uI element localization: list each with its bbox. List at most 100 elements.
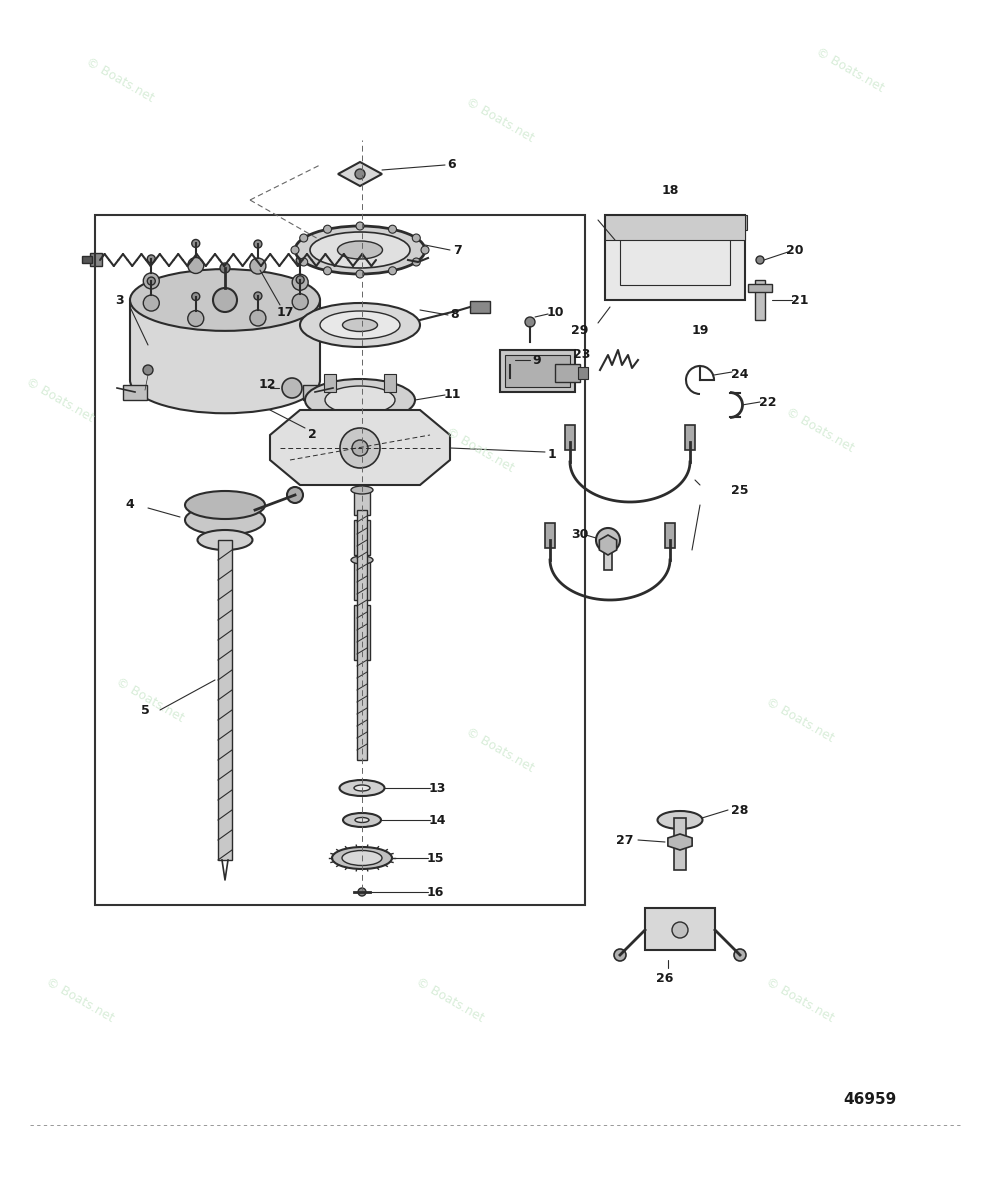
Text: © Boats.net: © Boats.net bbox=[464, 95, 536, 145]
Ellipse shape bbox=[185, 491, 265, 518]
Bar bbox=[218, 540, 232, 860]
Polygon shape bbox=[130, 300, 320, 380]
Polygon shape bbox=[270, 410, 450, 485]
Text: 26: 26 bbox=[656, 972, 673, 984]
Ellipse shape bbox=[310, 232, 410, 268]
Bar bbox=[620, 230, 730, 284]
Text: 14: 14 bbox=[428, 814, 446, 827]
Ellipse shape bbox=[338, 241, 382, 259]
Bar bbox=[578, 367, 588, 379]
Text: 25: 25 bbox=[731, 484, 749, 497]
Circle shape bbox=[250, 310, 266, 326]
Ellipse shape bbox=[355, 817, 369, 822]
Text: © Boats.net: © Boats.net bbox=[83, 55, 156, 104]
Circle shape bbox=[296, 257, 304, 264]
Bar bbox=[398, 256, 410, 264]
Text: 1: 1 bbox=[547, 449, 556, 462]
Text: 27: 27 bbox=[617, 834, 634, 846]
Circle shape bbox=[352, 440, 368, 456]
Circle shape bbox=[505, 355, 515, 365]
Ellipse shape bbox=[130, 269, 320, 331]
Polygon shape bbox=[338, 162, 382, 186]
Circle shape bbox=[300, 234, 308, 242]
Text: 18: 18 bbox=[661, 184, 678, 197]
Bar bbox=[735, 215, 747, 230]
Text: 17: 17 bbox=[276, 306, 294, 318]
Text: 11: 11 bbox=[443, 389, 461, 402]
Bar bbox=[354, 560, 370, 600]
Text: © Boats.net: © Boats.net bbox=[444, 425, 516, 475]
Text: 21: 21 bbox=[791, 294, 808, 306]
Ellipse shape bbox=[351, 486, 373, 494]
Circle shape bbox=[356, 270, 364, 278]
Bar bbox=[755, 280, 765, 320]
Bar bbox=[685, 425, 695, 450]
Bar bbox=[605, 215, 745, 240]
Bar bbox=[500, 350, 575, 392]
Circle shape bbox=[324, 226, 332, 233]
Circle shape bbox=[254, 240, 262, 248]
Text: 3: 3 bbox=[116, 294, 124, 306]
Text: 4: 4 bbox=[126, 498, 134, 511]
Text: 46959: 46959 bbox=[843, 1092, 897, 1108]
Circle shape bbox=[734, 949, 746, 961]
Text: 22: 22 bbox=[760, 396, 777, 408]
Text: 15: 15 bbox=[426, 852, 444, 864]
Bar bbox=[82, 256, 92, 263]
Ellipse shape bbox=[130, 347, 320, 413]
Text: © Boats.net: © Boats.net bbox=[764, 695, 836, 745]
Ellipse shape bbox=[340, 780, 384, 796]
Circle shape bbox=[324, 266, 332, 275]
Bar bbox=[354, 605, 370, 660]
Ellipse shape bbox=[320, 311, 400, 338]
Circle shape bbox=[412, 234, 420, 242]
Circle shape bbox=[143, 272, 159, 289]
Ellipse shape bbox=[657, 811, 702, 829]
Circle shape bbox=[287, 487, 303, 503]
Circle shape bbox=[355, 169, 365, 179]
Text: © Boats.net: © Boats.net bbox=[783, 406, 856, 455]
Text: 29: 29 bbox=[571, 324, 589, 336]
Bar bbox=[90, 253, 102, 266]
Ellipse shape bbox=[295, 226, 425, 274]
Bar bbox=[645, 908, 715, 950]
Circle shape bbox=[388, 266, 396, 275]
Bar bbox=[605, 215, 745, 300]
Bar bbox=[565, 425, 575, 450]
Circle shape bbox=[147, 277, 155, 286]
Circle shape bbox=[147, 254, 155, 263]
Ellipse shape bbox=[351, 556, 373, 564]
Text: © Boats.net: © Boats.net bbox=[764, 976, 836, 1025]
Ellipse shape bbox=[185, 505, 265, 535]
Bar bbox=[700, 215, 712, 230]
Bar bbox=[384, 374, 396, 392]
Bar bbox=[555, 364, 580, 382]
Text: 13: 13 bbox=[428, 781, 446, 794]
Circle shape bbox=[292, 275, 308, 290]
Bar bbox=[625, 215, 637, 230]
Text: 12: 12 bbox=[258, 378, 276, 391]
Text: © Boats.net: © Boats.net bbox=[813, 46, 887, 95]
Circle shape bbox=[525, 317, 535, 326]
Polygon shape bbox=[668, 834, 692, 850]
Bar bbox=[604, 540, 612, 570]
Text: 6: 6 bbox=[448, 158, 457, 172]
Circle shape bbox=[614, 949, 626, 961]
Circle shape bbox=[254, 292, 262, 300]
Circle shape bbox=[412, 258, 420, 266]
Text: © Boats.net: © Boats.net bbox=[414, 976, 487, 1025]
Text: 8: 8 bbox=[451, 308, 460, 322]
Circle shape bbox=[143, 365, 153, 374]
Bar bbox=[357, 510, 367, 760]
Bar bbox=[660, 215, 672, 230]
Text: 5: 5 bbox=[141, 703, 149, 716]
Text: © Boats.net: © Boats.net bbox=[24, 376, 96, 425]
Circle shape bbox=[188, 258, 204, 274]
Bar bbox=[324, 374, 336, 392]
Ellipse shape bbox=[343, 814, 381, 827]
Text: 28: 28 bbox=[731, 804, 749, 816]
Ellipse shape bbox=[343, 318, 377, 331]
Circle shape bbox=[282, 378, 302, 398]
Bar bbox=[470, 301, 490, 313]
Circle shape bbox=[250, 258, 266, 274]
